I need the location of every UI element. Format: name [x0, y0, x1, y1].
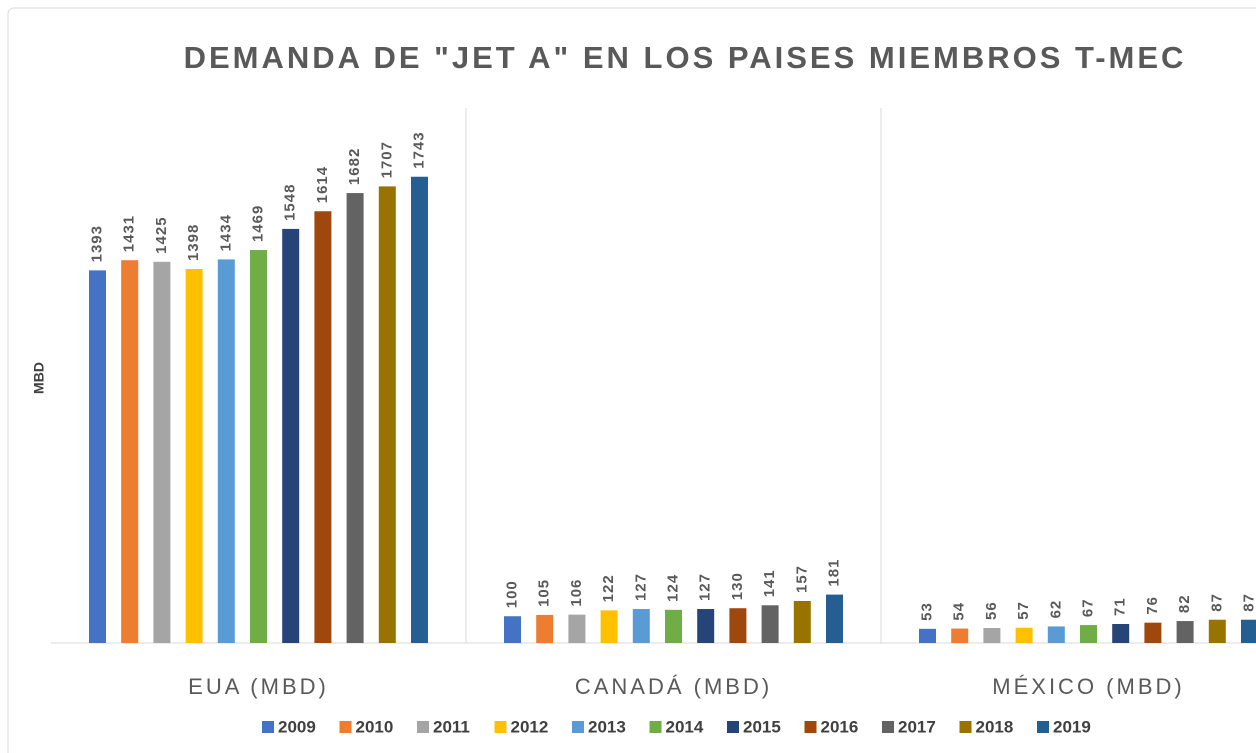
data-label: 141 [761, 569, 778, 597]
bar [153, 261, 171, 643]
data-label: 53 [918, 602, 935, 621]
bar [919, 628, 936, 643]
bar [951, 628, 969, 643]
data-label: 105 [536, 579, 553, 607]
data-label: 124 [664, 574, 681, 602]
data-label: 57 [1015, 601, 1032, 620]
data-label: 87 [1208, 593, 1225, 612]
bar [1241, 619, 1256, 643]
data-label: 67 [1079, 598, 1096, 617]
bar [793, 601, 811, 643]
legend-swatch [804, 721, 817, 733]
bar [185, 269, 203, 643]
data-label: 130 [729, 572, 746, 600]
legend-label: 2010 [356, 717, 394, 736]
legend-swatch [572, 721, 584, 733]
legend-swatch [882, 721, 894, 733]
x-tick-label: CANADÁ (MBD) [575, 674, 772, 699]
bar [250, 250, 267, 644]
data-label: 54 [951, 602, 968, 621]
bar [665, 609, 682, 643]
bar [121, 260, 139, 643]
bar [697, 609, 715, 643]
bar [1080, 625, 1097, 643]
legend-label: 2017 [898, 717, 936, 736]
data-label: 127 [697, 573, 714, 601]
data-label: 71 [1112, 597, 1129, 616]
legend-label: 2015 [743, 717, 781, 736]
y-axis-label: MBD [31, 362, 47, 394]
legend-swatch [959, 721, 972, 733]
legend-label: 2014 [666, 717, 704, 736]
data-label: 1469 [249, 205, 266, 242]
data-label: 181 [825, 559, 842, 587]
legend-swatch [339, 721, 352, 733]
legend-label: 2011 [433, 717, 470, 736]
legend-label: 2009 [278, 717, 316, 736]
data-label: 1431 [121, 215, 138, 252]
bar [1144, 622, 1162, 643]
bar [1047, 626, 1065, 643]
bar [378, 186, 396, 643]
data-label: 76 [1144, 596, 1161, 615]
legend-label: 2012 [511, 717, 549, 736]
legend-swatch [1037, 721, 1049, 733]
data-label: 100 [503, 580, 520, 608]
data-label: 1425 [153, 216, 170, 253]
x-tick-label: MÉXICO (MBD) [992, 674, 1184, 699]
bar [346, 193, 364, 643]
bar [729, 608, 747, 643]
data-label: 1707 [378, 141, 395, 178]
bar [282, 228, 300, 643]
bar [568, 614, 586, 643]
bar [826, 594, 843, 643]
bar [1176, 621, 1194, 643]
data-label: 56 [983, 601, 1000, 620]
bar [504, 616, 521, 643]
bar [600, 610, 618, 643]
chart-title: DEMANDA DE "JET A" EN LOS PAISES MIEMBRO… [184, 40, 1187, 75]
bar [89, 270, 106, 643]
bar [536, 614, 554, 643]
bar [314, 211, 332, 643]
legend-label: 2016 [821, 717, 859, 736]
bar [761, 605, 779, 643]
data-label: 1398 [185, 224, 202, 261]
legend-swatch [262, 721, 274, 733]
bar [217, 259, 235, 643]
data-label: 1434 [217, 214, 234, 251]
legend-label: 2018 [976, 717, 1014, 736]
data-label: 1548 [282, 184, 299, 221]
data-label: 127 [632, 573, 649, 601]
bar [632, 609, 650, 643]
data-label: 1682 [346, 148, 363, 185]
data-label: 1393 [88, 225, 105, 262]
legend-swatch [727, 721, 739, 733]
bar [411, 176, 428, 643]
bar [983, 628, 1001, 643]
bar [1208, 619, 1226, 643]
data-label: 82 [1176, 594, 1193, 613]
data-label: 87 [1240, 593, 1256, 612]
data-label: 106 [568, 579, 585, 607]
data-label: 1743 [410, 131, 427, 168]
legend-label: 2013 [588, 717, 626, 736]
legend-swatch [417, 721, 429, 733]
legend-label: 2019 [1053, 717, 1091, 736]
bar [1015, 627, 1033, 643]
data-label: 1614 [314, 166, 331, 203]
data-label: 122 [600, 574, 617, 602]
x-tick-label: EUA (MBD) [188, 674, 329, 699]
bar [1112, 624, 1130, 643]
data-label: 157 [793, 565, 810, 593]
legend-swatch [494, 721, 507, 733]
data-label: 62 [1047, 600, 1064, 619]
legend-swatch [649, 721, 662, 733]
